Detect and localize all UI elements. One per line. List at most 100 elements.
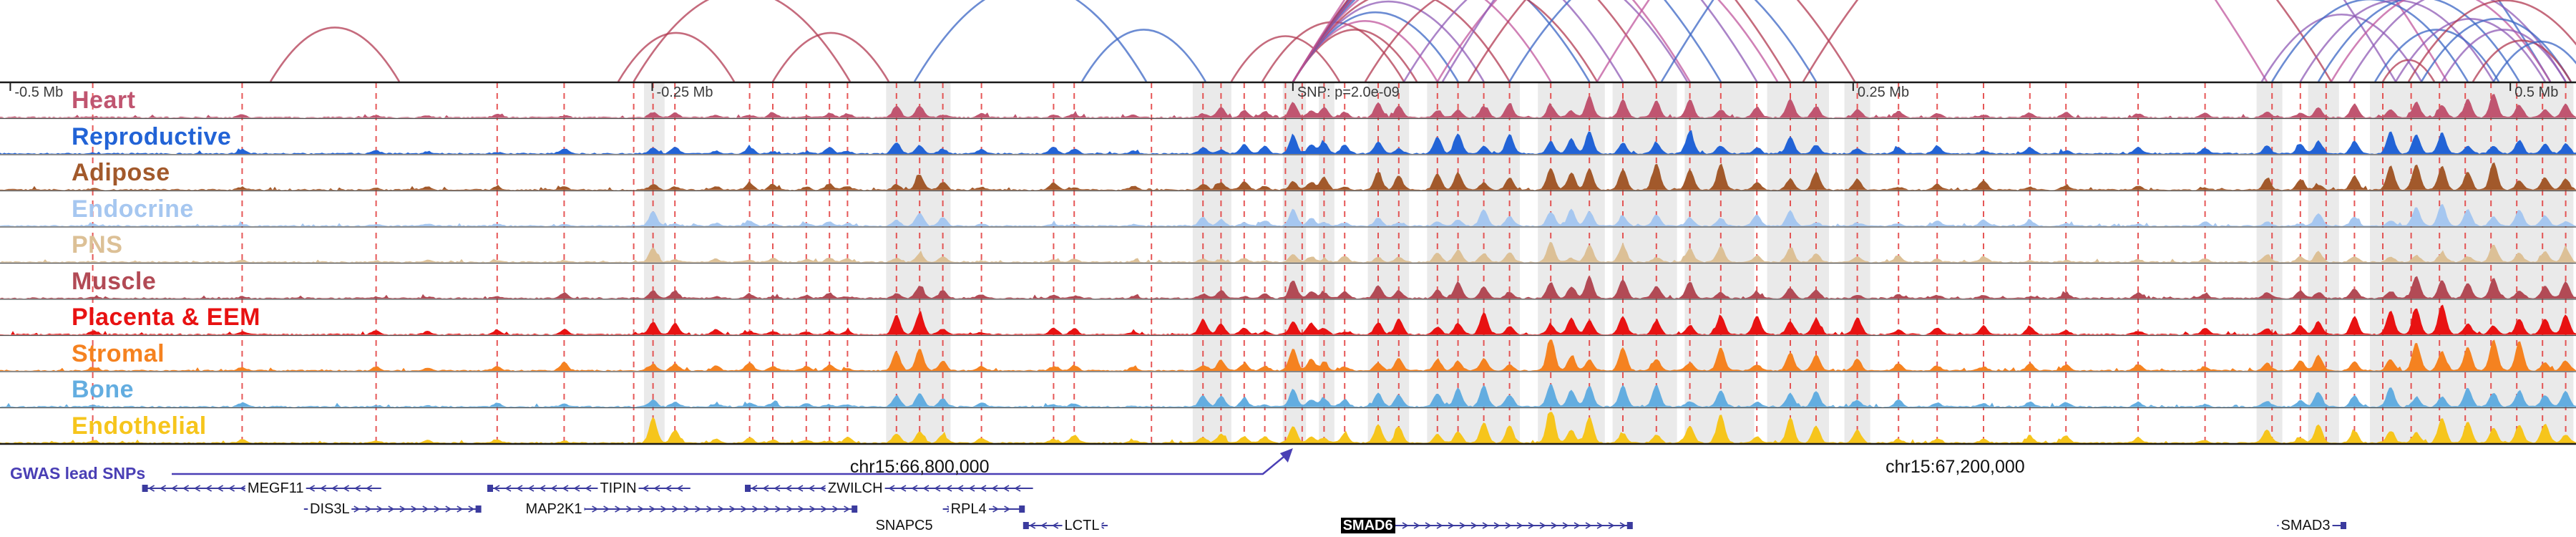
gene-strand-arrow (147, 485, 155, 492)
gene-strand-arrow (819, 485, 826, 492)
gene-strand-arrow (193, 485, 200, 492)
gene-strand-arrow (434, 505, 441, 513)
gene-strand-arrow (1040, 522, 1048, 529)
track-label-placenta-eem: Placenta & EEM (72, 304, 260, 331)
gene-strand-arrow (1459, 522, 1466, 529)
interaction-arc (2407, 0, 2576, 82)
interaction-arc (913, 0, 1148, 82)
gwas-pointer-line (172, 453, 1288, 475)
gene-strand-arrow (672, 505, 679, 513)
ruler-label: -0.25 Mb (656, 84, 713, 100)
gene-strand-arrow (422, 505, 429, 513)
interaction-arc (771, 32, 890, 82)
gene-strand-arrow (649, 505, 656, 513)
gene-strand-arrow (626, 505, 633, 513)
gene-strand-arrow (308, 485, 315, 492)
gene-exon-box (1626, 522, 1633, 529)
track-signal-reproductive (0, 130, 2576, 154)
ruler-label: 0.25 Mb (1857, 84, 1910, 100)
track-label-stromal: Stromal (72, 339, 165, 367)
gene-strand-arrow (1052, 522, 1059, 529)
gene-strand-arrow (1619, 522, 1626, 529)
interaction-arc (269, 26, 401, 82)
gene-strand-arrow (411, 505, 418, 513)
gene-strand-arrow (603, 505, 610, 513)
gwas-lead-snps-label: GWAS lead SNPs (10, 464, 146, 483)
position-label: chr15:67,200,000 (1885, 457, 2025, 477)
gene-strand-arrow (1004, 505, 1011, 513)
gene-strand-arrow (968, 485, 975, 492)
gene-exon-box (1023, 522, 1029, 529)
gene-exon-box (487, 485, 493, 492)
gene-strand-arrow (205, 485, 212, 492)
interaction-arc (1402, 0, 1689, 82)
gene-strand-arrow (182, 485, 189, 492)
track-signal-bone (0, 384, 2576, 407)
interaction-arc (1230, 35, 1341, 82)
gene-strand-arrow (922, 485, 930, 492)
gene-strand-arrow (660, 505, 668, 513)
gene-strand-arrow (706, 505, 713, 513)
interaction-arc (2260, 13, 2423, 82)
interaction-arc (2420, 18, 2572, 82)
gene-strand-arrow (539, 485, 546, 492)
gene-strand-arrow (550, 485, 557, 492)
gene-strand-arrow (899, 485, 907, 492)
gene-strand-arrow (353, 505, 361, 513)
gene-strand-arrow (1014, 485, 1021, 492)
gene-strand-arrow (1448, 522, 1455, 529)
gene-strand-arrow (751, 485, 758, 492)
track-label-muscle: Muscle (72, 267, 157, 295)
gene-strand-arrow (741, 505, 748, 513)
track-signal-endothelial (0, 412, 2576, 443)
gene-exon-box (852, 505, 858, 513)
ruler-label: 0.5 Mb (2514, 84, 2559, 100)
ruler-label: SNP: p=2.0e-09 (1297, 84, 1400, 100)
track-signal-pns (0, 241, 2576, 263)
position-label: chr15:66,800,000 (849, 457, 990, 477)
interaction-arc (633, 0, 852, 82)
track-label-endothelial: Endothelial (72, 412, 207, 440)
gene-strand-arrow (798, 505, 805, 513)
gene-label-smad6: SMAD6 (1340, 518, 1395, 533)
gene-strand-arrow (516, 485, 523, 492)
gene-label-tipin: TIPIN (597, 480, 639, 496)
interaction-arc (2381, 59, 2436, 82)
gene-strand-arrow (159, 485, 166, 492)
gene-strand-arrow (585, 485, 592, 492)
gene-strand-arrow (934, 485, 941, 492)
gene-strand-arrow (216, 485, 223, 492)
gene-strand-arrow (1585, 522, 1592, 529)
track-signal-stromal (0, 339, 2576, 371)
gene-strand-arrow (1608, 522, 1615, 529)
gwas-pointer-arrowhead (1279, 448, 1293, 463)
gene-label-dis3l: DIS3L (308, 501, 352, 517)
track-signal-endocrine (0, 204, 2576, 226)
gene-strand-arrow (763, 505, 771, 513)
gene-strand-arrow (1505, 522, 1512, 529)
gene-strand-arrow (844, 505, 851, 513)
gene-label-zwilch: ZWILCH (825, 480, 885, 496)
gene-strand-arrow (1425, 522, 1432, 529)
interaction-arc (2271, 0, 2469, 82)
gene-strand-arrow (821, 505, 828, 513)
interaction-arc (1080, 29, 1206, 82)
interaction-arc (1508, 0, 1818, 82)
track-label-bone: Bone (72, 376, 134, 403)
ruler-label: -0.5 Mb (14, 84, 64, 100)
gene-strand-arrow (786, 505, 794, 513)
gene-strand-arrow (832, 505, 839, 513)
gene-strand-arrow (775, 505, 782, 513)
gene-label-snapc5: SNAPC5 (873, 518, 935, 533)
gene-strand-arrow (239, 485, 246, 492)
gene-strand-arrow (809, 505, 816, 513)
gene-strand-arrow (1436, 522, 1443, 529)
gene-exon-box (475, 505, 482, 513)
gene-strand-arrow (504, 485, 512, 492)
gene-strand-arrow (808, 485, 815, 492)
gene-strand-arrow (1516, 522, 1523, 529)
gene-strand-arrow (1002, 485, 1010, 492)
track-signal-adipose (0, 162, 2576, 190)
gene-strand-arrow (1551, 522, 1558, 529)
